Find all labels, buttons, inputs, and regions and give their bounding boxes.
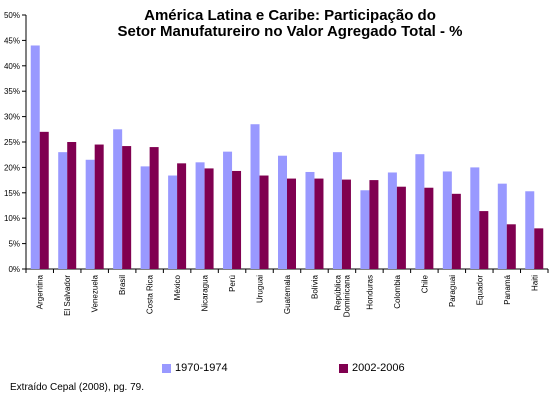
bar: [314, 178, 324, 269]
bar: [30, 45, 40, 270]
x-tick-label: Venezuela: [91, 274, 100, 312]
x-tick-label: Honduras: [365, 275, 374, 310]
x-tick-label: Colombia: [393, 274, 402, 308]
y-tick-label: 15%: [4, 189, 20, 198]
y-tick-label: 40%: [4, 62, 20, 71]
x-tick-label: Costa Rica: [146, 274, 155, 314]
bar-chart: 0% 5% 10% 15% 20% 25% 30% 35% 40% 45% 50% Argentina…: [4, 11, 549, 317]
bar: [94, 144, 104, 269]
x-tick-label: Chile: [420, 274, 429, 293]
bar: [415, 154, 425, 269]
bar: [525, 191, 535, 269]
bar: [442, 171, 452, 269]
y-tick-label: 45%: [4, 36, 20, 45]
x-tick-label: Perú: [228, 275, 237, 292]
x-tick-label: RepúblicaDominicana: [333, 274, 351, 317]
legend-swatch: [162, 363, 171, 373]
x-tick-label: Paraguai: [448, 275, 457, 307]
bar: [497, 183, 507, 269]
bar: [67, 142, 77, 269]
bar: [305, 171, 315, 269]
chart-legend: 1970-1974 2002-2006: [0, 362, 550, 378]
bar: [534, 228, 544, 269]
legend-label: 2002-2006: [352, 362, 405, 374]
legend-item: 2002-2006: [339, 362, 405, 374]
bar: [479, 211, 489, 269]
y-tick-label: 30%: [4, 113, 20, 122]
bar: [506, 224, 516, 269]
y-tick-label: 50%: [4, 11, 20, 20]
chart-title-line-2: Setor Manufatureiro no Valor Agregado To…: [117, 23, 463, 40]
bar: [149, 147, 159, 269]
bar: [250, 124, 260, 269]
bar: [341, 179, 351, 269]
bar: [58, 152, 68, 269]
bar: [204, 168, 214, 269]
legend-item: 1970-1974: [162, 362, 228, 374]
bar: [122, 146, 132, 269]
bar: [113, 129, 123, 269]
bar: [278, 155, 287, 269]
x-tick-label: Haiti: [530, 275, 539, 291]
y-tick-label: 35%: [4, 87, 20, 96]
y-tick-label: 0%: [8, 265, 20, 274]
bar: [85, 159, 95, 269]
bar: [232, 170, 242, 269]
x-tick-label: Guatemala: [283, 274, 292, 314]
bar: [360, 190, 370, 269]
bar: [177, 163, 187, 269]
legend-swatch: [339, 363, 348, 373]
x-tick-label: El Salvador: [63, 275, 72, 316]
x-tick-label: Argentina: [36, 274, 45, 309]
bar: [470, 167, 480, 269]
chart-title-line-1: América Latina e Caribe: Participação do: [144, 7, 436, 24]
bar: [451, 193, 461, 269]
bar: [168, 175, 178, 269]
y-tick-label: 10%: [4, 214, 20, 223]
bar: [39, 131, 49, 269]
bar: [387, 172, 397, 269]
x-tick-label: Equador: [475, 275, 484, 306]
bar: [195, 162, 205, 269]
bar: [259, 175, 269, 269]
bar: [287, 178, 296, 269]
y-tick-label: 20%: [4, 163, 20, 172]
bar: [396, 186, 406, 269]
bar: [424, 187, 434, 269]
x-tick-label: Uruguai: [256, 275, 265, 303]
source-note: Extraído Cepal (2008), pg. 79.: [10, 382, 144, 393]
x-tick-label: Nicaragua: [201, 274, 210, 311]
bar: [140, 166, 150, 269]
bar: [223, 151, 233, 269]
y-tick-label: 25%: [4, 138, 20, 147]
chart-title: América Latina e Caribe: Participação do…: [100, 8, 480, 40]
x-tick-label: México: [173, 274, 182, 300]
x-tick-label: Brasil: [118, 275, 127, 295]
legend-label: 1970-1974: [175, 362, 228, 374]
bar: [369, 180, 379, 269]
x-tick-label: Panamá: [503, 274, 512, 304]
y-tick-label: 5%: [8, 240, 20, 249]
x-tick-label: Bolívia: [310, 274, 319, 299]
bar: [332, 152, 342, 269]
